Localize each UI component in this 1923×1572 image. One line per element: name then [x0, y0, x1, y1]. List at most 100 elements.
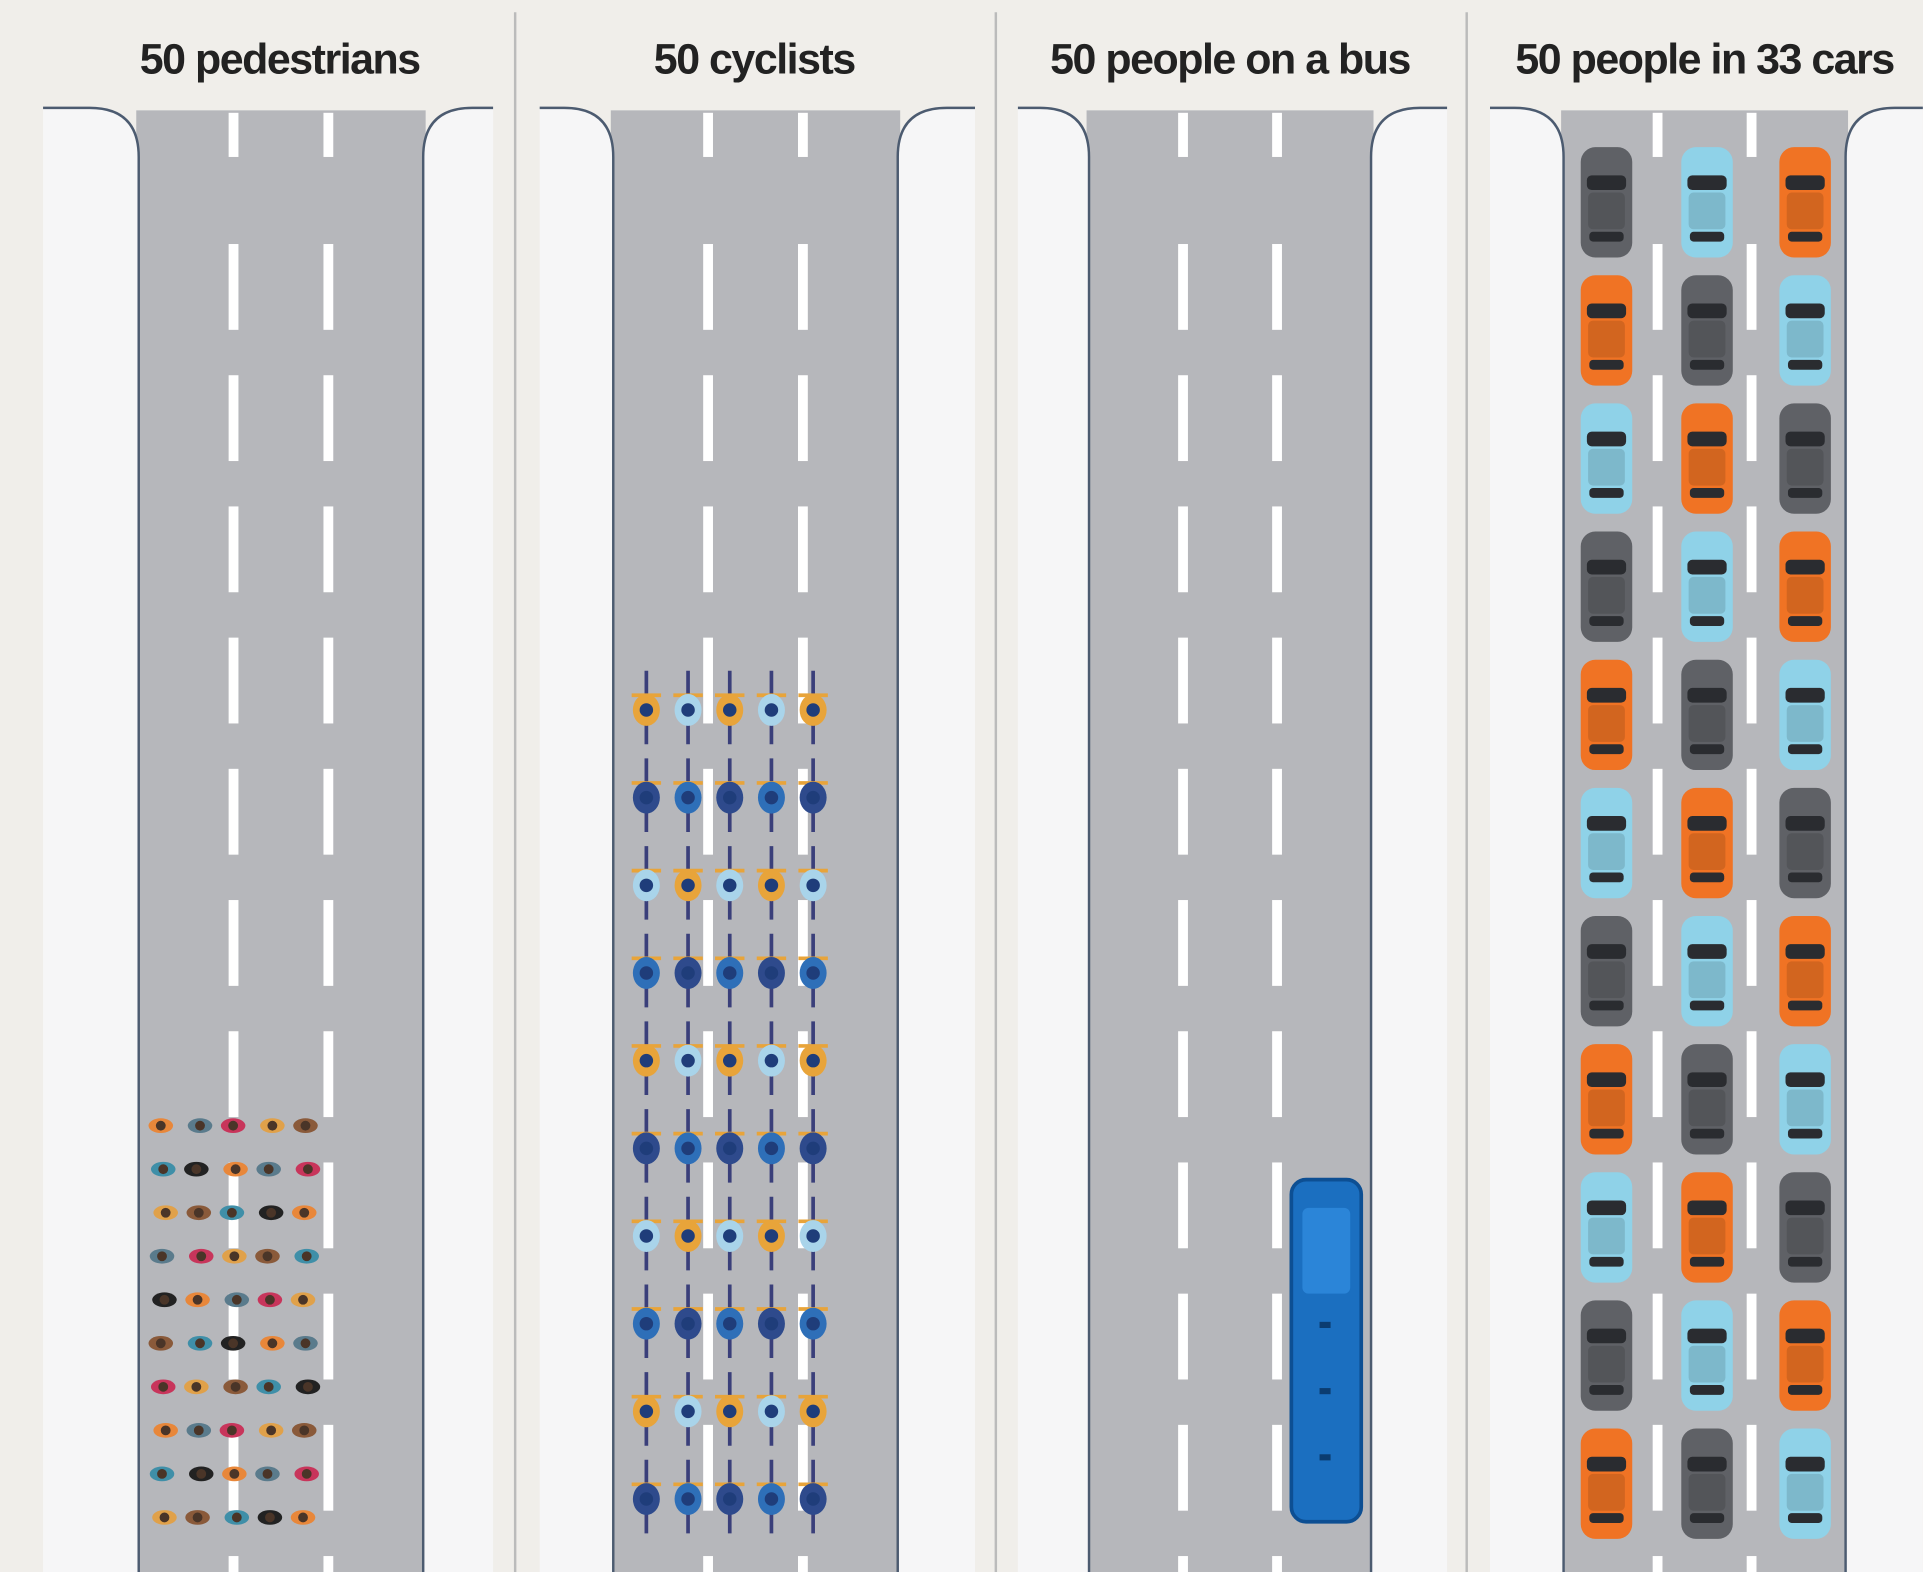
lane-dash: [1653, 638, 1663, 724]
cyclist-head: [806, 703, 819, 716]
pedestrian-head: [229, 1251, 239, 1261]
car-roof: [1787, 705, 1824, 742]
car-windshield: [1587, 560, 1626, 575]
car-rear-window: [1690, 744, 1724, 754]
pedestrian-head: [157, 1469, 167, 1479]
lane-dash: [323, 375, 333, 461]
cyclist-head: [640, 1492, 653, 1505]
lane-dash: [1653, 375, 1663, 461]
sidewalk: [1490, 108, 1564, 1572]
bus-vent: [1320, 1388, 1331, 1394]
lane-dash: [1653, 1031, 1663, 1117]
cyclist-head: [806, 966, 819, 979]
cyclist-head: [681, 879, 694, 892]
cyclist-head: [640, 1405, 653, 1418]
pedestrian-head: [263, 1469, 273, 1479]
car-windshield: [1687, 1200, 1726, 1215]
pedestrian-head: [193, 1295, 203, 1305]
lane-dash: [1653, 1556, 1663, 1572]
lane-dash: [703, 244, 713, 330]
bus-vent: [1320, 1322, 1331, 1328]
car-roof: [1689, 577, 1726, 614]
cyclist-head: [806, 791, 819, 804]
car-rear-window: [1589, 744, 1623, 754]
car-windshield: [1687, 560, 1726, 575]
cyclist-head: [806, 1492, 819, 1505]
cyclist-head: [765, 1142, 778, 1155]
cyclist-head: [765, 879, 778, 892]
cyclist-head: [723, 1492, 736, 1505]
car-rear-window: [1589, 1385, 1623, 1395]
car-rear-window: [1589, 1129, 1623, 1139]
cyclist-head: [806, 1229, 819, 1242]
lane-dash: [1178, 1162, 1188, 1248]
pedestrian-head: [161, 1425, 171, 1435]
lane-dash: [1747, 1031, 1757, 1117]
cyclist-head: [681, 1054, 694, 1067]
car-windshield: [1687, 1457, 1726, 1472]
car-roof: [1689, 193, 1726, 230]
car-roof: [1588, 449, 1625, 486]
lane-dash: [229, 900, 239, 986]
car-rear-window: [1589, 488, 1623, 498]
pedestrian-head: [301, 1121, 311, 1131]
lane-dash: [1747, 375, 1757, 461]
car-windshield: [1786, 560, 1825, 575]
pedestrian-head: [265, 1295, 275, 1305]
car-rear-window: [1589, 616, 1623, 626]
lane-dash: [323, 1425, 333, 1511]
pedestrian-head: [228, 1338, 238, 1348]
cyclist-head: [640, 703, 653, 716]
lane-dash: [1178, 1556, 1188, 1572]
cyclist-head: [765, 1492, 778, 1505]
lane-dash: [1747, 638, 1757, 724]
pedestrian-head: [298, 1295, 308, 1305]
bus-vent: [1320, 1454, 1331, 1460]
car-roof: [1787, 193, 1824, 230]
pedestrian-head: [263, 1251, 273, 1261]
lane-dash: [1747, 769, 1757, 855]
lane-dash: [1653, 113, 1663, 157]
cyclist-head: [806, 1142, 819, 1155]
cyclist-head: [681, 791, 694, 804]
car-rear-window: [1690, 1385, 1724, 1395]
pedestrian-head: [232, 1295, 242, 1305]
car-windshield: [1786, 816, 1825, 831]
car-roof: [1588, 577, 1625, 614]
car-rear-window: [1690, 232, 1724, 242]
car-roof: [1588, 705, 1625, 742]
lane-dash: [703, 1556, 713, 1572]
lane-dash: [1272, 638, 1282, 724]
car-rear-window: [1788, 616, 1822, 626]
cyclist-head: [640, 1317, 653, 1330]
sidewalk: [43, 108, 139, 1572]
pedestrian-head: [157, 1251, 167, 1261]
car-rear-window: [1690, 1129, 1724, 1139]
car-roof: [1689, 833, 1726, 870]
cyclist-head: [640, 879, 653, 892]
car-rear-window: [1690, 872, 1724, 882]
lane-dash: [1272, 375, 1282, 461]
lane-dash: [1272, 1162, 1282, 1248]
cyclist-head: [723, 703, 736, 716]
car-roof: [1787, 1218, 1824, 1255]
car-roof: [1588, 1474, 1625, 1511]
car-roof: [1588, 833, 1625, 870]
lane-dash: [1747, 506, 1757, 592]
lane-dash: [703, 638, 713, 724]
pedestrian-head: [303, 1382, 313, 1392]
lane-dash: [798, 375, 808, 461]
lane-dash: [229, 1031, 239, 1117]
car-roof: [1787, 449, 1824, 486]
lane-dash: [1653, 1425, 1663, 1511]
cyclist-head: [681, 1405, 694, 1418]
pedestrian-head: [158, 1382, 168, 1392]
lane-dash: [1272, 1556, 1282, 1572]
car-rear-window: [1788, 1385, 1822, 1395]
lane-dash: [323, 113, 333, 157]
pedestrian-head: [266, 1425, 276, 1435]
pedestrian-head: [160, 1295, 170, 1305]
pedestrian-head: [196, 1469, 206, 1479]
lane-dash: [1178, 1425, 1188, 1511]
infographic: 50 pedestrians 50 cyclists 50 people on …: [0, 0, 1923, 1572]
